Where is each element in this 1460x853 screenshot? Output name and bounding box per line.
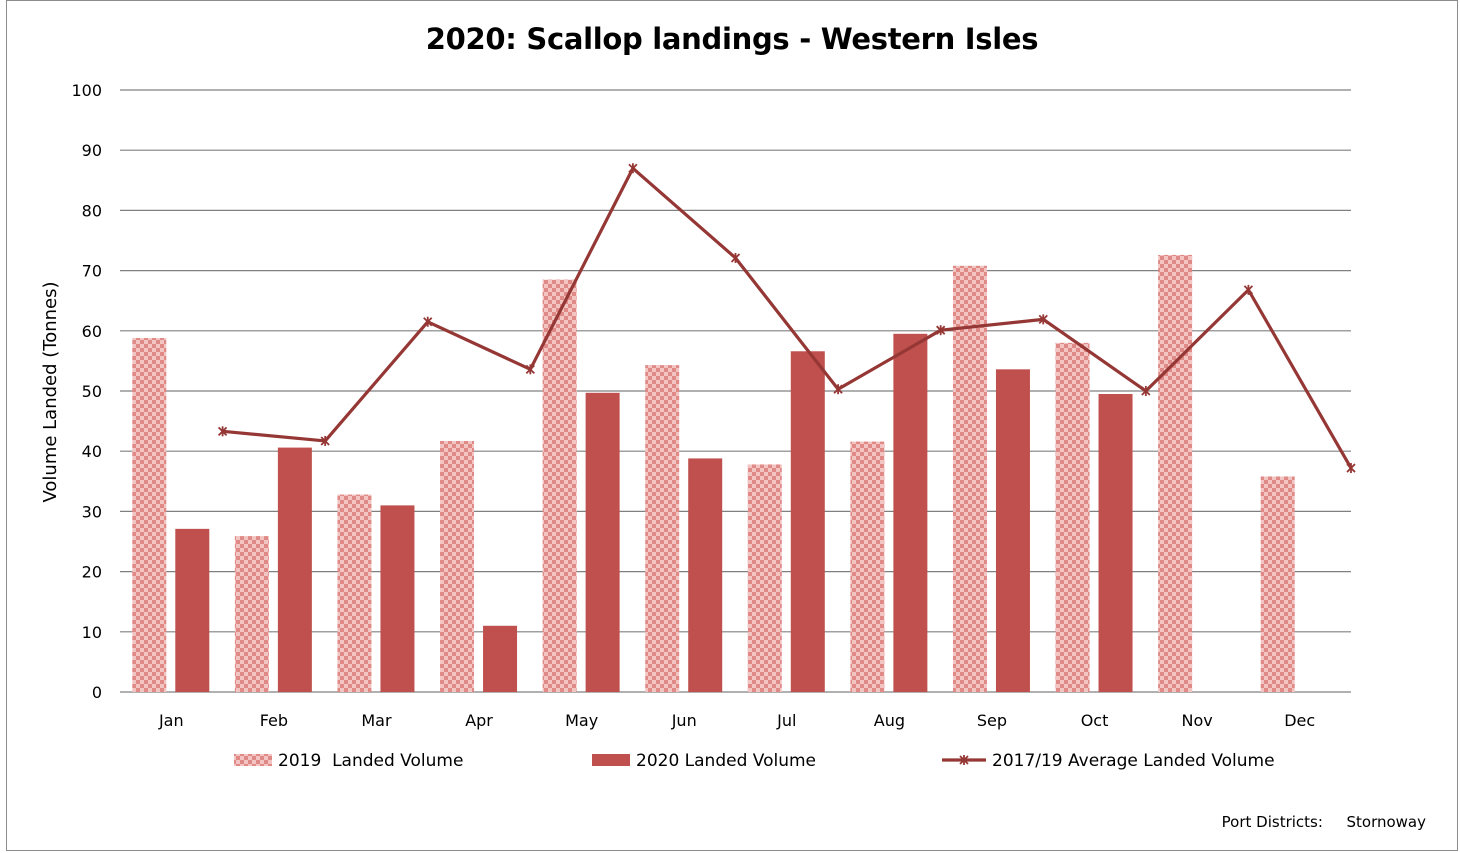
- y-tick-label: 0: [92, 683, 102, 702]
- avg-point-dec: [1346, 463, 1356, 474]
- x-tick-label: Mar: [361, 711, 392, 730]
- bar-2019-mar: [337, 494, 372, 692]
- bar-2020-may: [585, 392, 620, 692]
- bars: [132, 254, 1295, 692]
- x-tick-label: Dec: [1284, 711, 1315, 730]
- legend-item-2020: 2020 Landed Volume: [592, 751, 816, 771]
- bar-2019-dec: [1260, 476, 1295, 692]
- bar-2020-jan: [175, 528, 210, 692]
- footnote-value: Stornoway: [1346, 813, 1426, 831]
- bar-2020-jun: [688, 458, 723, 692]
- bar-2019-apr: [440, 440, 475, 692]
- legend-swatch-2020: [592, 754, 630, 766]
- bar-2019-jul: [747, 464, 782, 692]
- x-tick-label: Jul: [776, 711, 796, 730]
- x-tick-label: Jan: [158, 711, 184, 730]
- average-line: [217, 163, 1356, 474]
- x-tick-label: Aug: [874, 711, 905, 730]
- bar-2019-jan: [132, 338, 167, 692]
- y-tick-label: 80: [82, 201, 102, 220]
- x-tick-label: Oct: [1081, 711, 1109, 730]
- bar-2020-apr: [483, 625, 518, 692]
- x-tick-label: May: [565, 711, 598, 730]
- x-tick-label: Jun: [671, 711, 697, 730]
- bar-2020-feb: [277, 447, 312, 692]
- bar-2020-sep: [995, 369, 1030, 692]
- avg-point-jun: [730, 252, 741, 263]
- legend-item-average: 2017/19 Average Landed Volume: [942, 751, 1275, 771]
- legend-label-2020: 2020 Landed Volume: [636, 751, 816, 771]
- avg-point-sep: [1038, 314, 1048, 325]
- legend-swatch-2019: [234, 754, 272, 766]
- bar-2019-aug: [850, 441, 885, 692]
- x-tick-label: Sep: [977, 711, 1007, 730]
- bar-2019-oct: [1055, 342, 1090, 692]
- y-axis-label: Volume Landed (Tonnes): [40, 281, 61, 502]
- y-tick-label: 90: [82, 141, 102, 160]
- chart-title: 2020: Scallop landings - Western Isles: [425, 22, 1039, 56]
- bar-2019-jun: [645, 365, 680, 692]
- y-tick-label: 50: [82, 382, 102, 401]
- avg-point-oct: [1141, 386, 1151, 396]
- avg-series-line: [222, 166, 1353, 469]
- x-tick-label: Nov: [1182, 711, 1213, 730]
- y-tick-label: 30: [82, 502, 102, 521]
- bar-2019-feb: [234, 536, 269, 692]
- y-tick-label: 100: [71, 81, 102, 100]
- chart-frame: [6, 0, 1458, 851]
- avg-point-mar: [423, 316, 433, 327]
- x-tick-label: Apr: [465, 711, 493, 730]
- avg-point-may: [628, 163, 638, 174]
- bar-2019-sep: [952, 265, 987, 692]
- footnote-label: Port Districts:: [1221, 813, 1323, 831]
- avg-point-feb: [320, 435, 330, 446]
- avg-point-jan: [217, 426, 228, 437]
- bar-2020-mar: [380, 505, 415, 692]
- legend: 2019 Landed Volume 2020 Landed Volume 2017…: [234, 751, 1275, 771]
- avg-point-nov: [1243, 284, 1254, 295]
- y-tick-label: 20: [82, 563, 102, 582]
- footnote: Port Districts: Stornoway: [1222, 813, 1426, 831]
- gridlines: [120, 89, 1351, 693]
- legend-item-2019: 2019 Landed Volume: [234, 751, 463, 771]
- y-tick-label: 10: [82, 623, 102, 642]
- bar-2020-oct: [1098, 394, 1133, 692]
- y-tick-label: 70: [82, 262, 102, 281]
- y-tick-label: 40: [82, 442, 102, 461]
- avg-point-apr: [525, 364, 535, 375]
- bar-2019-nov: [1158, 254, 1193, 692]
- y-tick-label: 60: [82, 322, 102, 341]
- bar-2019-may: [542, 279, 577, 692]
- bar-2020-jul: [790, 351, 825, 692]
- avg-point-aug: [936, 325, 946, 336]
- bar-2020-aug: [893, 333, 928, 692]
- avg-point-jul: [833, 384, 843, 395]
- legend-label-average: 2017/19 Average Landed Volume: [992, 751, 1275, 771]
- legend-label-2019: 2019 Landed Volume: [278, 751, 463, 771]
- legend-star-icon: [959, 755, 969, 765]
- y-axis-ticks: 0 10 20 30 40 50 60 70 80 90 100: [71, 81, 102, 702]
- x-tick-label: Feb: [260, 711, 288, 730]
- x-axis-ticks: Jan Feb Mar Apr May Jun Jul Aug Sep Oct Nov Dec: [158, 711, 1315, 730]
